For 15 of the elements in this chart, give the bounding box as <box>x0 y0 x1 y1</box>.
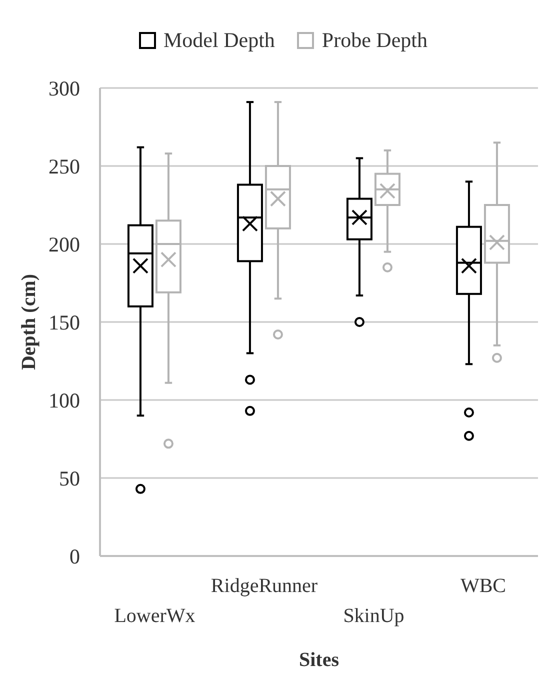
y-tick-label: 300 <box>48 76 80 100</box>
y-axis-title: Depth (cm) <box>18 274 40 370</box>
y-tick-label: 50 <box>59 466 80 490</box>
y-tick-label: 150 <box>48 310 80 334</box>
x-tick-label: SkinUp <box>343 605 404 627</box>
legend-label: Probe Depth <box>320 28 428 53</box>
x-tick-label: WBC <box>460 575 506 597</box>
x-tick-label: LowerWx <box>114 605 196 627</box>
y-tick-label: 250 <box>48 154 80 178</box>
y-tick-label: 200 <box>48 232 80 256</box>
legend-label: Model Depth <box>162 28 275 53</box>
x-axis-title: Sites <box>299 649 340 671</box>
y-tick-label: 100 <box>48 388 80 412</box>
x-tick-label: RidgeRunner <box>210 575 318 597</box>
y-tick-label: 0 <box>70 544 80 568</box>
